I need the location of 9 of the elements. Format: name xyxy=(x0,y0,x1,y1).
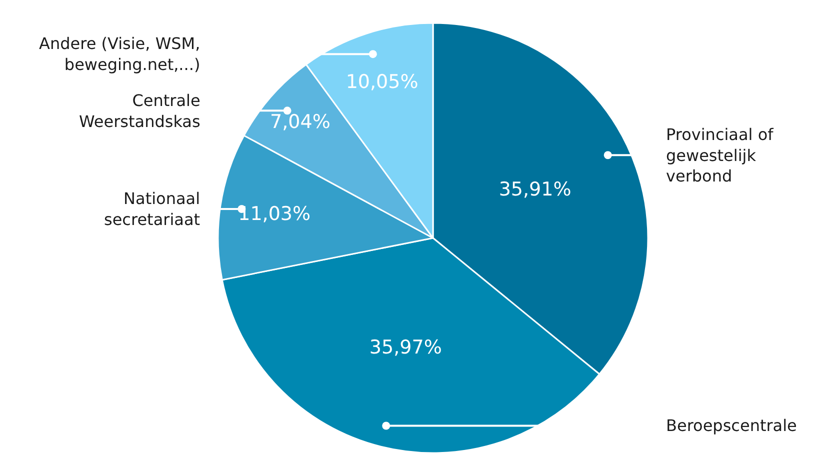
data-label: 10,05% xyxy=(346,71,418,94)
data-label: 7,04% xyxy=(270,110,330,133)
slice-label: Nationaal secretariaat xyxy=(104,189,200,229)
data-label: 35,91% xyxy=(498,178,572,201)
slice-label: Andere (Visie, WSM, beweging.net,...) xyxy=(39,34,200,74)
slice-label: Provinciaal of gewestelijk verbond xyxy=(666,125,774,186)
slice-label: Centrale Weerstandskas xyxy=(79,91,200,131)
data-label: 35,97% xyxy=(369,336,442,359)
slice-label: Beroepscentrale xyxy=(666,416,797,435)
